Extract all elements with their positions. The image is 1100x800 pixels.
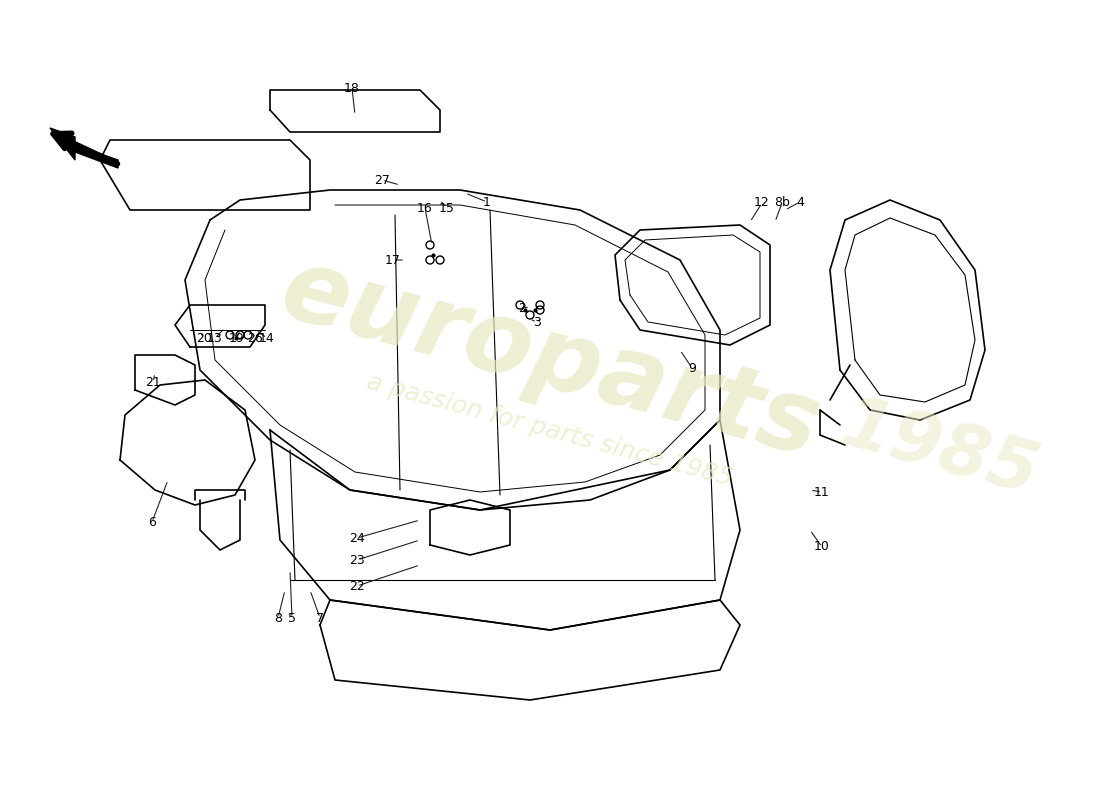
Text: 1985: 1985 bbox=[834, 390, 1046, 510]
Text: 7: 7 bbox=[316, 611, 324, 625]
Text: 6: 6 bbox=[148, 515, 156, 529]
Text: 19: 19 bbox=[229, 331, 245, 345]
Text: 8: 8 bbox=[274, 611, 282, 625]
Text: 5: 5 bbox=[288, 611, 296, 625]
Text: 18: 18 bbox=[344, 82, 360, 94]
Text: 15: 15 bbox=[439, 202, 455, 214]
Text: 1: 1 bbox=[483, 195, 491, 209]
Text: europarts: europarts bbox=[271, 242, 829, 478]
Text: 24: 24 bbox=[349, 531, 365, 545]
Text: 16: 16 bbox=[417, 202, 433, 214]
Text: 4: 4 bbox=[796, 195, 804, 209]
Text: 22: 22 bbox=[349, 579, 365, 593]
Text: 10: 10 bbox=[814, 541, 829, 554]
Text: 11: 11 bbox=[814, 486, 829, 498]
Polygon shape bbox=[50, 128, 118, 168]
Text: 26: 26 bbox=[248, 331, 263, 345]
Text: 2: 2 bbox=[518, 302, 526, 314]
Text: 13: 13 bbox=[207, 331, 223, 345]
Text: 9: 9 bbox=[689, 362, 696, 374]
Text: 12: 12 bbox=[755, 197, 770, 210]
Text: 20: 20 bbox=[196, 331, 212, 345]
Text: 3: 3 bbox=[534, 315, 541, 329]
Text: 27: 27 bbox=[374, 174, 389, 186]
Text: 14: 14 bbox=[260, 331, 275, 345]
Text: 21: 21 bbox=[145, 375, 161, 389]
Text: 23: 23 bbox=[349, 554, 365, 566]
Text: 17: 17 bbox=[385, 254, 400, 266]
Text: 8b: 8b bbox=[774, 197, 790, 210]
Text: a passion for parts since 1985: a passion for parts since 1985 bbox=[364, 370, 736, 490]
